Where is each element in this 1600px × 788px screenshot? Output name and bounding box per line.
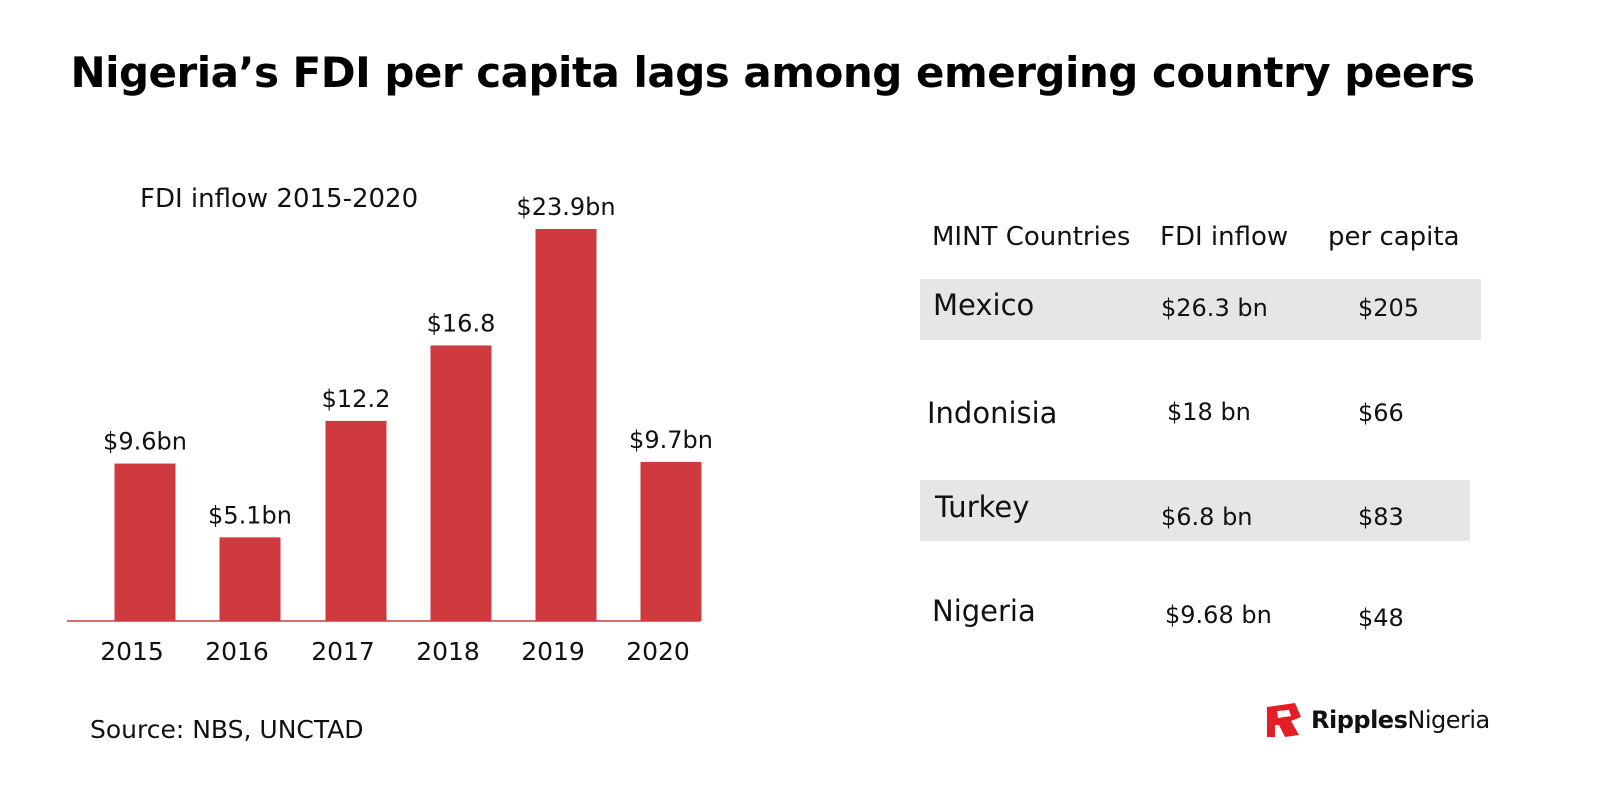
- bar-2015: [114, 463, 176, 621]
- table-row-fdi: $26.3 bn: [1161, 294, 1268, 322]
- table-row-per-capita: $48: [1358, 604, 1404, 632]
- table-row-country: Mexico: [933, 288, 1035, 322]
- fdi-bar-chart: FDI inflow 2015-2020 $9.6bn $5.1bn $12.2 $1…: [67, 184, 713, 666]
- header-fdi-inflow: FDI inflow: [1160, 222, 1289, 252]
- bar-value-label: $5.1bn: [208, 501, 292, 529]
- bars-group: $9.6bn $5.1bn $12.2 $16.8 $23.9bn $9.7bn: [103, 193, 713, 621]
- bar-value-label: $16.8: [427, 309, 496, 337]
- bar-2017: [325, 420, 387, 621]
- bar-value-label: $9.6bn: [103, 428, 187, 456]
- bar-value-label: $23.9bn: [516, 193, 615, 221]
- ripples-r-logo-icon: [1267, 703, 1301, 737]
- x-tick-label: 2019: [521, 637, 585, 666]
- x-tick-label: 2015: [100, 637, 164, 666]
- table-row-shade: [920, 279, 1481, 340]
- table-row-fdi: $18 bn: [1167, 398, 1251, 426]
- bar-value-label: $9.7bn: [629, 426, 713, 454]
- table-row-country: Nigeria: [932, 594, 1036, 628]
- source-note: Source: NBS, UNCTAD: [90, 715, 364, 744]
- x-tick-label: 2018: [416, 637, 480, 666]
- logo-text-regular: Nigeria: [1407, 706, 1490, 734]
- bar-2018: [430, 345, 492, 621]
- header-country: MINT Countries: [932, 222, 1131, 252]
- table-row-fdi: $6.8 bn: [1161, 503, 1253, 531]
- bar-2020: [640, 461, 702, 621]
- ripples-nigeria-logo: RipplesNigeria: [1265, 702, 1490, 738]
- bar-2016: [219, 537, 281, 621]
- x-tick-label: 2017: [311, 637, 375, 666]
- table-row-country: Indonisia: [927, 396, 1058, 430]
- table-row-per-capita: $66: [1358, 399, 1404, 427]
- x-tick-label: 2016: [205, 637, 269, 666]
- x-tick-label: 2020: [626, 637, 690, 666]
- chart-title: Nigeria’s FDI per capita lags among emer…: [70, 48, 1475, 97]
- bar-2019: [535, 229, 597, 621]
- x-tick-labels: 2015 2016 2017 2018 2019 2020: [100, 637, 690, 666]
- table-row-shade: [920, 480, 1470, 541]
- table-row-country: Turkey: [935, 490, 1030, 524]
- chart-subtitle: FDI inflow 2015-2020: [140, 184, 418, 214]
- logo-text-bold: Ripples: [1311, 706, 1408, 734]
- table-row-fdi: $9.68 bn: [1165, 601, 1272, 629]
- header-per-capita: per capita: [1328, 222, 1460, 252]
- table-row-per-capita: $205: [1358, 294, 1420, 322]
- bar-value-label: $12.2: [322, 385, 391, 413]
- table-row-per-capita: $83: [1358, 503, 1404, 531]
